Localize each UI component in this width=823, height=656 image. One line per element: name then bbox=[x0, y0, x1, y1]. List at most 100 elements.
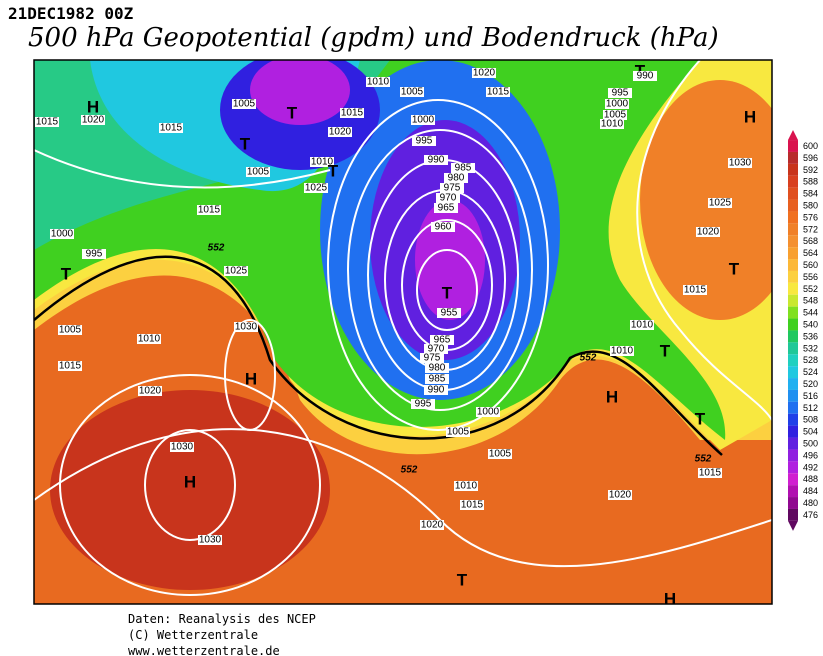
colorbar-cap bbox=[788, 520, 798, 531]
map-label: 1015 bbox=[487, 87, 510, 98]
colorbar-label: 504 bbox=[803, 427, 818, 437]
map-label: 1000 bbox=[606, 99, 629, 110]
map-label: 960 bbox=[435, 222, 452, 233]
colorbar-swatch bbox=[788, 389, 798, 402]
map-label: 990 bbox=[428, 155, 445, 166]
colorbar-swatch bbox=[788, 223, 798, 236]
map-label: 1030 bbox=[235, 322, 258, 333]
colorbar-label: 500 bbox=[803, 439, 818, 449]
label-bg bbox=[58, 361, 82, 371]
label-bg bbox=[610, 346, 634, 356]
map-label: 1020 bbox=[329, 127, 352, 138]
map-label: 1015 bbox=[36, 117, 59, 128]
colorbar-swatch bbox=[788, 413, 798, 426]
map-label: T bbox=[729, 259, 740, 278]
colorbar-swatch bbox=[788, 425, 798, 438]
label-bg bbox=[310, 157, 334, 167]
label-bg bbox=[411, 115, 435, 125]
label-bg bbox=[633, 71, 657, 81]
map-label: 1005 bbox=[233, 99, 256, 110]
map-label: 1015 bbox=[461, 500, 484, 511]
footer-line: (C) Wetterzentrale bbox=[128, 628, 258, 642]
label-bg bbox=[340, 108, 364, 118]
map-label: 1005 bbox=[447, 427, 470, 438]
map-label: 552 bbox=[695, 454, 712, 465]
map-label: 1010 bbox=[311, 157, 334, 168]
map-label: T bbox=[660, 341, 671, 360]
colorbar-label: 516 bbox=[803, 391, 818, 401]
map-label: H bbox=[606, 387, 618, 406]
map-label: 1005 bbox=[401, 87, 424, 98]
colorbar-swatch bbox=[788, 211, 798, 224]
colorbar-swatch bbox=[788, 378, 798, 390]
colorbar-label: 536 bbox=[803, 331, 818, 341]
colorbar-swatch bbox=[788, 199, 798, 212]
colorbar-swatch bbox=[788, 330, 798, 343]
map-label: T bbox=[695, 409, 706, 428]
colorbar-label: 520 bbox=[803, 379, 818, 389]
label-bg bbox=[451, 163, 475, 173]
colorbar-label: 576 bbox=[803, 212, 818, 222]
label-bg bbox=[425, 363, 449, 373]
map-label: 1000 bbox=[412, 115, 435, 126]
map-label: 552 bbox=[580, 353, 597, 364]
label-bg bbox=[412, 136, 436, 146]
map-label: 980 bbox=[429, 363, 446, 374]
map-label: 965 bbox=[434, 335, 451, 346]
colorbar-swatch bbox=[788, 497, 798, 509]
map-label: H bbox=[744, 107, 756, 126]
map-label: 1010 bbox=[455, 481, 478, 492]
map-label: 1020 bbox=[697, 227, 720, 238]
map-label: 980 bbox=[448, 173, 465, 184]
label-bg bbox=[630, 320, 654, 330]
label-bg bbox=[708, 198, 732, 208]
colorbar-label: 596 bbox=[803, 153, 818, 163]
map-label: 970 bbox=[440, 193, 457, 204]
label-bg bbox=[400, 87, 424, 97]
footer-line: Daten: Reanalysis des NCEP bbox=[128, 612, 316, 626]
map-label: 995 bbox=[415, 399, 432, 410]
label-bg bbox=[424, 344, 448, 354]
colorbar-swatch bbox=[788, 354, 798, 367]
map-label: 1010 bbox=[601, 119, 624, 130]
colorbar-swatch bbox=[788, 461, 798, 474]
colorbar-label: 540 bbox=[803, 320, 818, 330]
colorbar-swatch bbox=[788, 485, 798, 498]
map-label: 1010 bbox=[138, 334, 161, 345]
colorbar-label: 572 bbox=[803, 224, 818, 234]
label-bg bbox=[460, 500, 484, 510]
colorbar-label: 544 bbox=[803, 308, 818, 318]
colorbar-label: 488 bbox=[803, 474, 818, 484]
label-bg bbox=[488, 449, 512, 459]
label-bg bbox=[454, 481, 478, 491]
map-label: 995 bbox=[416, 136, 433, 147]
colorbar-label: 532 bbox=[803, 343, 818, 353]
map-label: 995 bbox=[86, 249, 103, 260]
colorbar-swatch bbox=[788, 187, 798, 200]
colorbar-swatch bbox=[788, 449, 798, 462]
label-bg bbox=[304, 183, 328, 193]
colorbar-swatch bbox=[788, 163, 798, 176]
map-label: 1010 bbox=[611, 346, 634, 357]
map-label: 1015 bbox=[198, 205, 221, 216]
date: 21DEC1982 00Z bbox=[8, 4, 134, 23]
map-label: 1000 bbox=[51, 229, 74, 240]
colorbar-label: 560 bbox=[803, 260, 818, 270]
field bbox=[640, 80, 772, 320]
label-bg bbox=[446, 427, 470, 437]
colorbar-swatch bbox=[788, 140, 798, 152]
map-label: 1015 bbox=[684, 285, 707, 296]
colorbar-label: 476 bbox=[803, 510, 818, 520]
map-label: 1025 bbox=[305, 183, 328, 194]
colorbar-label: 588 bbox=[803, 177, 818, 187]
label-bg bbox=[138, 386, 162, 396]
map-label: 1005 bbox=[489, 449, 512, 460]
label-bg bbox=[472, 68, 496, 78]
label-bg bbox=[440, 183, 464, 193]
colorbar-swatch bbox=[788, 508, 798, 521]
colorbar-swatch bbox=[788, 473, 798, 486]
map-label: 995 bbox=[612, 88, 629, 99]
map-label: H bbox=[664, 589, 676, 608]
